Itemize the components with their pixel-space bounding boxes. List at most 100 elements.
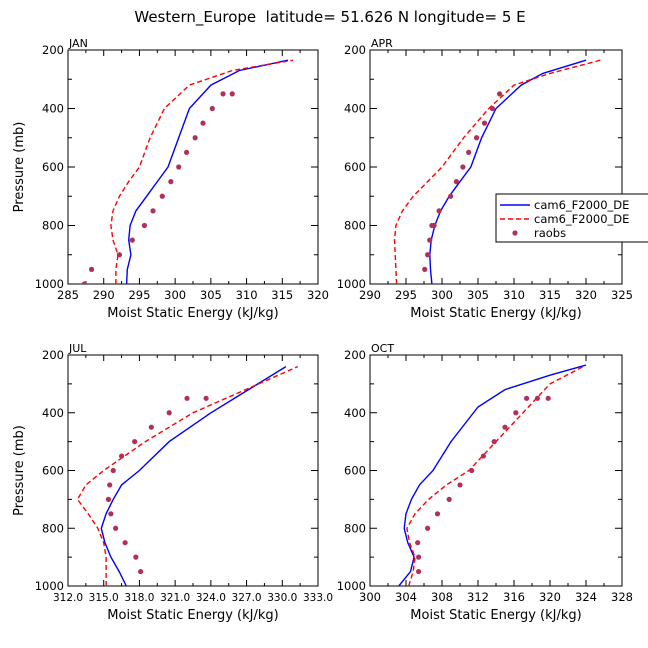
raobs-point: [425, 525, 431, 531]
y-tick-label: 1000: [337, 277, 366, 291]
raobs-point: [457, 482, 463, 488]
raobs-point: [200, 120, 206, 126]
raobs-point: [416, 568, 422, 575]
raobs-point: [469, 467, 475, 474]
x-tick-label: 312.0: [53, 592, 83, 604]
x-axis-label: Moist Static Energy (kJ/kg): [107, 306, 278, 321]
raobs-point: [203, 395, 209, 401]
series-group: [81, 59, 294, 284]
x-tick-label: 310: [236, 288, 258, 302]
y-tick-label: 800: [344, 219, 366, 233]
raobs-point: [168, 179, 174, 185]
y-axis-label: Pressure (mb): [12, 425, 27, 516]
raobs-point: [184, 395, 190, 401]
raobs-point: [138, 568, 144, 575]
raobs-point: [434, 511, 441, 517]
series-line-solid: [398, 364, 587, 586]
x-tick-label: 324.0: [196, 592, 226, 604]
x-tick-label: 316: [503, 590, 525, 604]
raobs-point: [229, 91, 235, 97]
x-tick-label: 333.0: [303, 592, 333, 604]
raobs-point: [105, 496, 112, 502]
series-group: [76, 365, 299, 586]
x-tick-label: 290: [93, 288, 115, 302]
x-tick-label: 295: [395, 288, 417, 302]
raobs-point: [427, 237, 433, 243]
x-tick-label: 315: [539, 288, 561, 302]
legend-label: cam6_F2000_DE: [534, 212, 629, 226]
raobs-point: [133, 554, 139, 560]
x-tick-label: 315.0: [89, 592, 119, 604]
raobs-point: [534, 395, 541, 401]
x-tick-label: 330.0: [267, 592, 297, 604]
raobs-point: [122, 540, 128, 546]
y-tick-label: 400: [344, 102, 366, 116]
raobs-point: [415, 540, 421, 546]
raobs-point: [110, 467, 116, 474]
x-tick-label: 327.0: [232, 592, 262, 604]
y-tick-label: 1000: [35, 579, 64, 593]
x-tick-label: 295: [128, 288, 150, 302]
raobs-point: [480, 453, 486, 459]
raobs-point: [129, 237, 135, 243]
y-tick-label: 200: [42, 348, 64, 362]
raobs-point: [132, 439, 138, 445]
x-tick-label: 300: [164, 288, 186, 302]
raobs-point: [453, 179, 459, 185]
plot-frame: [369, 354, 623, 587]
y-tick-label: 1000: [35, 277, 64, 291]
panel-title: APR: [371, 37, 393, 50]
legend-label: raobs: [534, 226, 566, 240]
raobs-point: [159, 193, 165, 199]
y-tick-label: 600: [42, 160, 64, 174]
raobs-point: [116, 252, 123, 258]
raobs-point: [502, 424, 508, 430]
raobs-point: [88, 266, 95, 272]
y-axis-label: Pressure (mb): [12, 122, 27, 213]
raobs-point: [491, 439, 497, 445]
plot-frame: [369, 49, 623, 285]
raobs-point: [460, 164, 466, 170]
raobs-point: [141, 222, 148, 229]
raobs-point: [466, 149, 472, 155]
chart-panel-apr: 290 295 300 305 310 315 320 325 200 400 600 800 1000…: [337, 37, 633, 321]
plot-frame: [67, 49, 319, 285]
y-tick-label: 200: [344, 348, 366, 362]
raobs-point: [436, 208, 442, 214]
x-tick-label: 321.0: [160, 592, 190, 604]
x-tick-label: 312: [467, 590, 489, 604]
raobs-point: [108, 511, 114, 517]
x-tick-label: 325: [611, 288, 633, 302]
x-tick-label: 305: [467, 288, 489, 302]
x-tick-label: 318.0: [124, 592, 154, 604]
raobs-point: [183, 149, 190, 155]
raobs-point: [220, 91, 226, 97]
x-tick-label: 320: [307, 288, 329, 302]
raobs-point: [545, 395, 551, 401]
raobs-point: [113, 525, 119, 531]
raobs-point: [524, 395, 530, 401]
x-tick-label: 304: [395, 590, 417, 604]
series-line-dashed: [76, 365, 299, 586]
chart-panel-jul: 312.0 315.0 318.0 321.0 324.0 327.0 330.0 333.0…: [12, 342, 333, 623]
raobs-point: [148, 424, 154, 430]
panel-title: JUL: [68, 342, 87, 355]
raobs-point: [81, 281, 88, 284]
raobs-point: [489, 105, 495, 112]
y-tick-label: 1000: [337, 579, 366, 593]
x-tick-label: 308: [431, 590, 453, 604]
series-group: [393, 59, 601, 284]
raobs-point: [166, 410, 172, 416]
y-tick-label: 600: [344, 464, 366, 478]
y-tick-label: 400: [42, 102, 64, 116]
x-tick-label: 324: [575, 590, 597, 604]
y-tick-label: 800: [42, 219, 64, 233]
chart-panel-oct: 300 304 308 312 316 320 324 328 200 400 600 800 1000…: [337, 342, 633, 623]
legend-box: [495, 193, 648, 243]
raobs-point: [176, 164, 182, 170]
legend-marker-raobs: [512, 230, 518, 236]
x-tick-label: 305: [200, 288, 222, 302]
x-tick-label: 320: [539, 590, 561, 604]
x-tick-label: 290: [359, 288, 381, 302]
